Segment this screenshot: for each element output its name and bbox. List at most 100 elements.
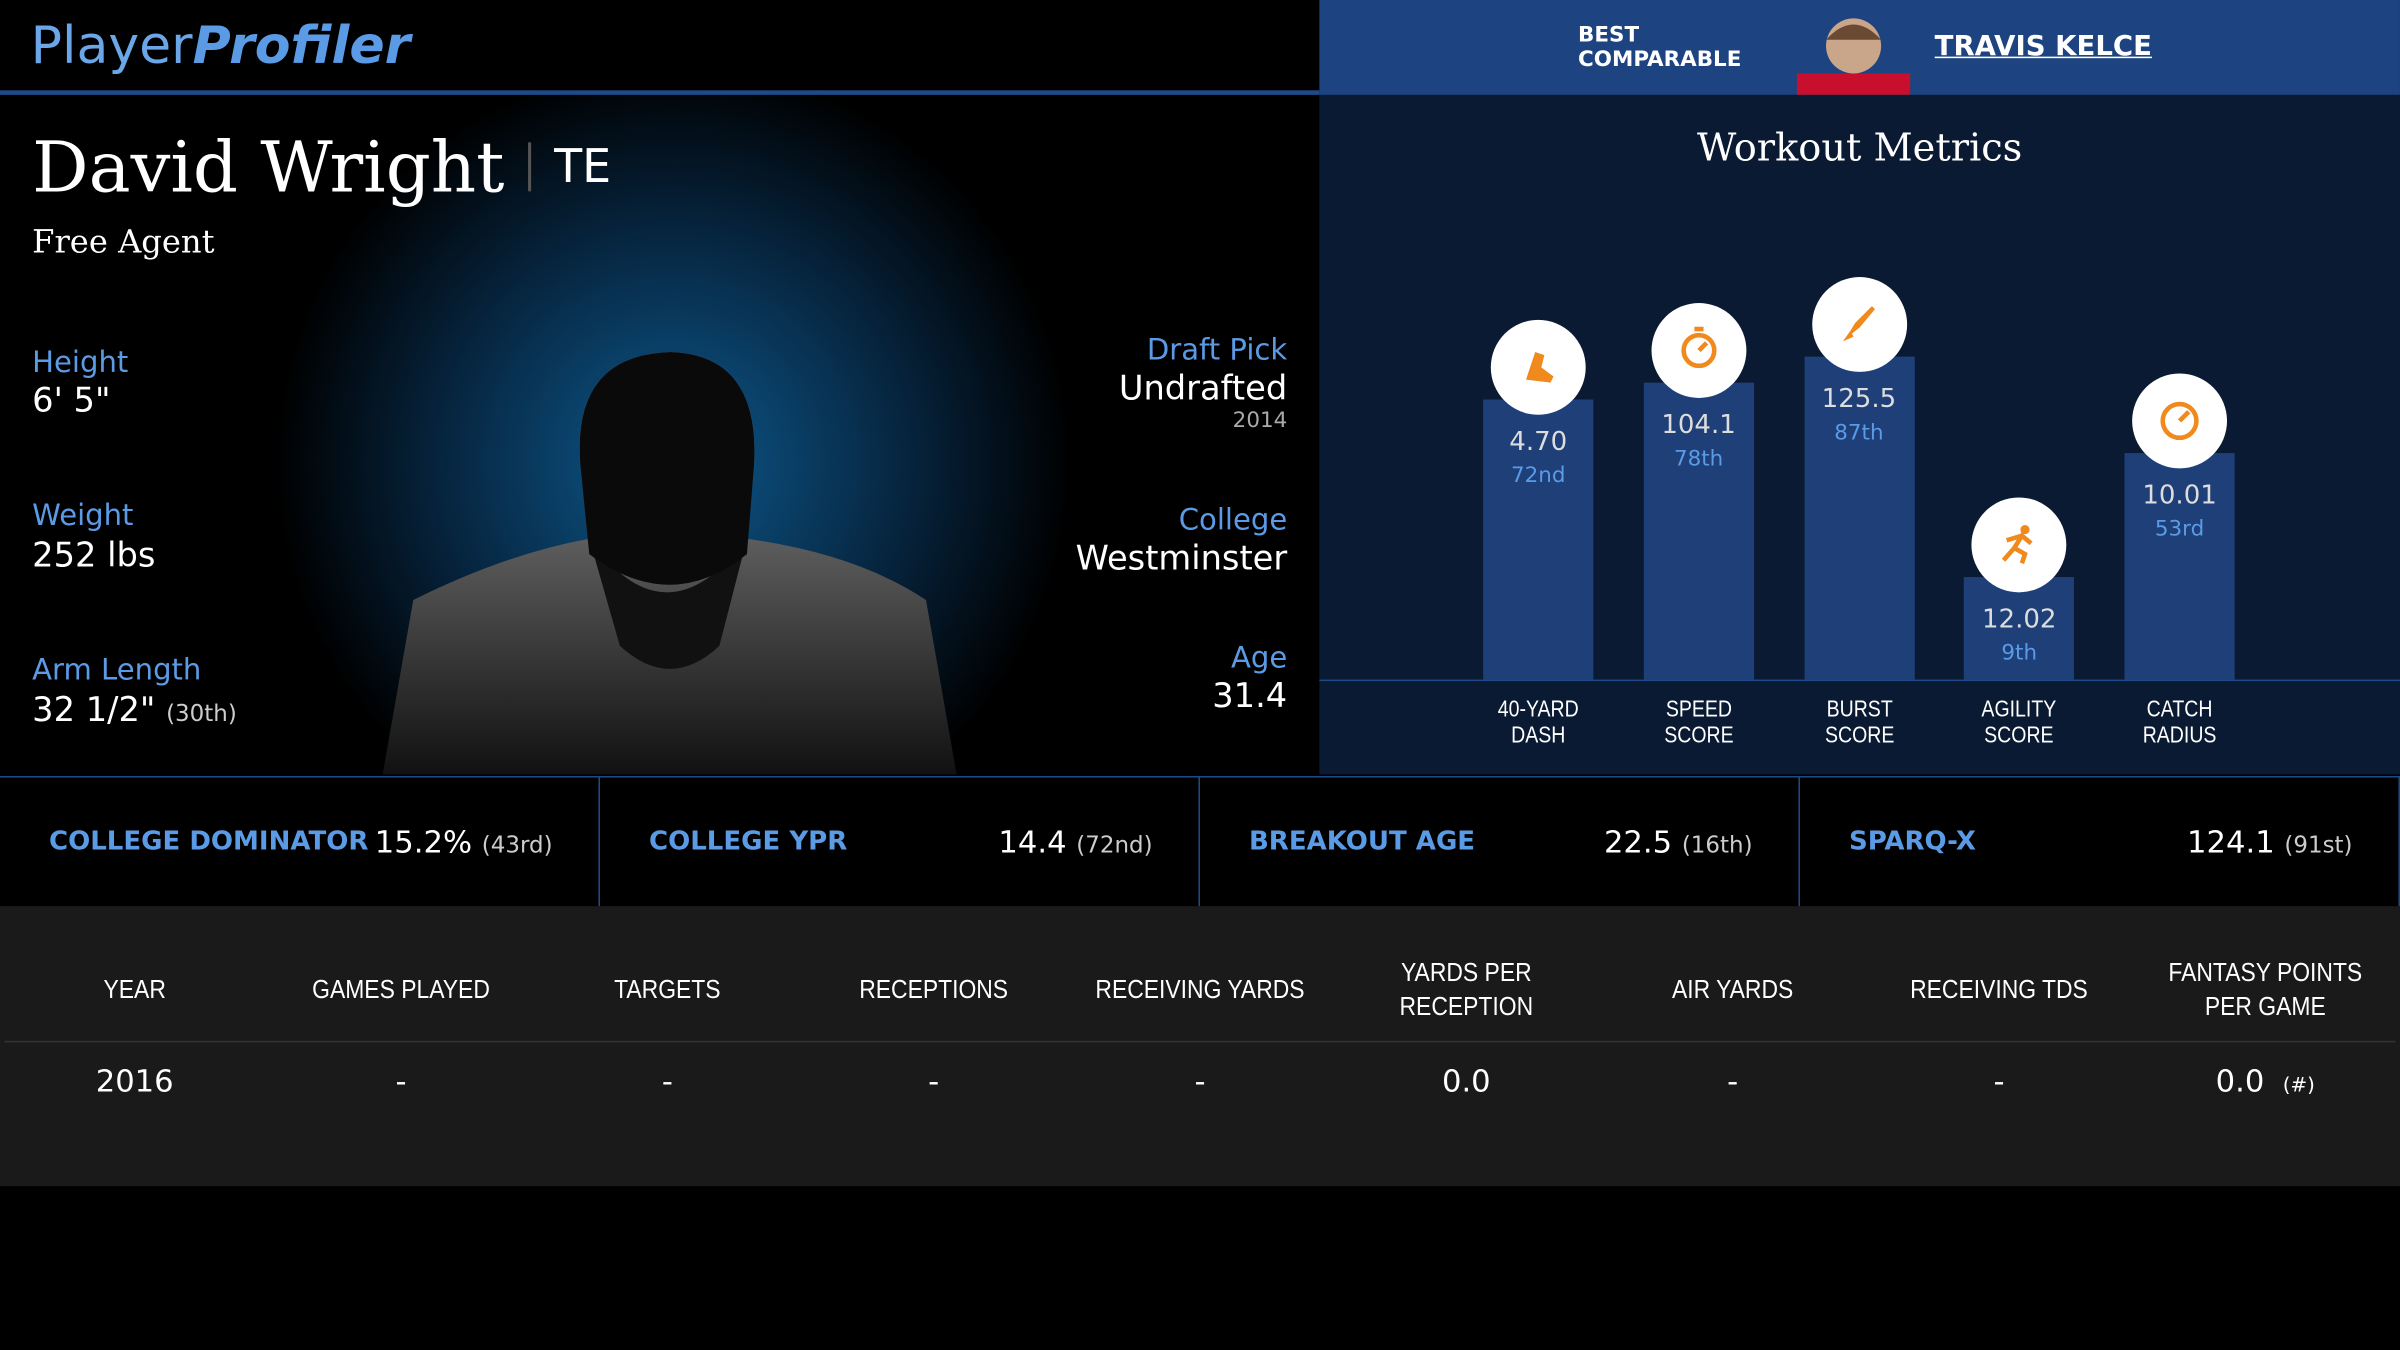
workout-title: Workout Metrics (1697, 125, 2023, 170)
key-metric-value: 14.4 (72nd) (998, 823, 1152, 860)
table-cell: 2016 (95, 1062, 174, 1099)
metric-label: 40-YARD DASH (1497, 696, 1579, 749)
icon (1680, 326, 1717, 368)
table-cell: - (1194, 1062, 1206, 1099)
key-metric-value: 15.2% (43rd) (375, 823, 553, 860)
table-rule (4, 1040, 2396, 1043)
key-metric: COLLEGE DOMINATOR 15.2% (43rd) (0, 776, 600, 907)
rank: (16th) (1681, 831, 1753, 859)
stat-label: Height (32, 345, 129, 380)
metric-percentile: 9th (2001, 641, 2038, 667)
stat-label: Weight (32, 498, 134, 533)
value: 14.4 (998, 823, 1067, 861)
table-cell: 0.0 (1441, 1062, 1491, 1099)
stat-value: 32 1/2" (30th) (32, 692, 237, 730)
stat-sub: 2014 (1232, 408, 1288, 434)
stat-value: 6' 5" (32, 382, 111, 421)
key-metric: BREAKOUT AGE 22.5 (16th) (1199, 776, 1800, 907)
logo[interactable]: PlayerProfiler (31, 15, 411, 76)
rank: (91st) (2284, 831, 2353, 859)
stat-label: Age (1230, 641, 1288, 675)
player-position: TE (554, 140, 612, 195)
logo-a: Player (30, 15, 193, 77)
divider (528, 142, 532, 192)
comparable-label: BEST COMPARABLE (1578, 22, 1742, 72)
metric-value: 104.1 (1661, 409, 1736, 441)
key-metric-label: BREAKOUT AGE (1248, 826, 1476, 858)
column-header: AIR YARDS (1671, 974, 1794, 1005)
table-cell: - (1727, 1062, 1739, 1099)
table-cell: - (395, 1062, 407, 1099)
stat-label: Draft Pick (1146, 333, 1288, 368)
stats-table (0, 906, 2400, 1187)
metric-icon (1651, 302, 1747, 398)
icon (1526, 351, 1554, 383)
table-note[interactable]: (#) (2282, 1074, 2315, 1098)
stat-label: College (1178, 503, 1288, 538)
rank: (72nd) (1076, 831, 1153, 859)
table-cell: - (661, 1062, 673, 1099)
stat-value: 252 lbs (32, 537, 156, 576)
workout-bar (1483, 399, 1594, 680)
header-left (0, 0, 1320, 91)
metric-label: CATCH RADIUS (2142, 696, 2217, 749)
stat-value: 31.4 (1212, 678, 1288, 717)
stat-value: Westminster (1075, 540, 1288, 579)
stat-label: Arm Length (32, 653, 202, 688)
metric-label: AGILITY SCORE (1981, 696, 2057, 749)
table-cell: 0.0 (#) (2215, 1062, 2315, 1099)
key-metric-label: COLLEGE DOMINATOR (48, 826, 369, 858)
workout-bar (1964, 577, 2075, 680)
column-header: YEAR (103, 974, 166, 1005)
metric-icon (1490, 319, 1586, 415)
metric-percentile: 72nd (1511, 463, 1566, 488)
key-metric-label: SPARQ-X (1848, 826, 1976, 858)
workout-bar (2124, 452, 2235, 680)
metric-percentile: 53rd (2154, 517, 2205, 542)
workout-bar (1643, 382, 1754, 680)
metric-value: 10.01 (2142, 480, 2217, 512)
column-header: FANTASY POINTS PER GAME (2168, 958, 2363, 1021)
value: 15.2% (374, 823, 473, 861)
column-header: GAMES PLAYED (312, 974, 490, 1005)
metric-value: 4.70 (1509, 426, 1568, 458)
header-rule (0, 90, 1320, 95)
icon (2002, 525, 2033, 565)
metric-value: 125.5 (1821, 384, 1897, 415)
metric-label: BURST SCORE (1824, 696, 1894, 749)
column-header: RECEPTIONS (859, 974, 1009, 1005)
metric-percentile: 78th (1673, 446, 1724, 471)
rank: (43rd) (481, 831, 553, 859)
column-header: YARDS PER RECEPTION (1399, 958, 1534, 1021)
player-status: Free Agent (32, 223, 215, 261)
metric-icon (1811, 277, 1907, 373)
baseline (1319, 679, 2400, 682)
icon (1842, 306, 1875, 342)
column-header: TARGETS (614, 974, 721, 1005)
column-header: RECEIVING YARDS (1095, 974, 1305, 1005)
value: 124.1 (2187, 823, 2275, 861)
key-metric-value: 124.1 (91st) (2187, 823, 2352, 860)
metric-icon (2132, 373, 2228, 469)
key-metric-value: 22.5 (16th) (1604, 823, 1753, 860)
value: 22.5 (1603, 823, 1673, 861)
player-name: David Wright (32, 125, 505, 209)
stat-value: Undrafted (1118, 370, 1288, 409)
icon (2160, 401, 2199, 440)
key-metric: SPARQ-X 124.1 (91st) (1799, 776, 2400, 907)
metric-label: SPEED SCORE (1663, 696, 1734, 749)
workout-bar (1803, 356, 1915, 680)
comparable-name[interactable]: TRAVIS KELCE (1934, 30, 2152, 63)
comparable-photo (1796, 18, 1911, 95)
table-cell: - (1993, 1062, 2005, 1099)
metric-percentile: 87th (1834, 420, 1884, 446)
stat-rank: (30th) (166, 699, 237, 728)
logo-b: Profiler (192, 15, 411, 77)
table-cell: - (928, 1062, 940, 1099)
key-metric-label: COLLEGE YPR (648, 826, 848, 858)
key-metric: COLLEGE YPR 14.4 (72nd) (599, 776, 1200, 907)
column-header: RECEIVING TDS (1910, 974, 2088, 1005)
stat-value-text: 32 1/2" (32, 691, 156, 731)
metric-icon (1971, 497, 2067, 593)
